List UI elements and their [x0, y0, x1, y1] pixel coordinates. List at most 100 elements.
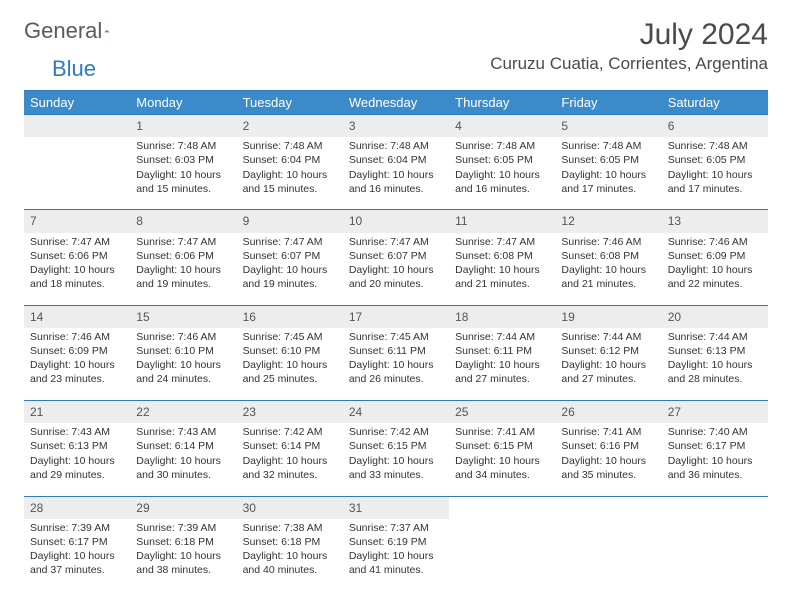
title-block: July 2024 Curuzu Cuatia, Corrientes, Arg…	[490, 18, 768, 74]
day-info-cell: Sunrise: 7:45 AMSunset: 6:10 PMDaylight:…	[237, 328, 343, 397]
sunset-text: Sunset: 6:18 PM	[243, 535, 337, 549]
day-info-cell: Sunrise: 7:47 AMSunset: 6:08 PMDaylight:…	[449, 233, 555, 302]
day-info-cell: Sunrise: 7:46 AMSunset: 6:09 PMDaylight:…	[662, 233, 768, 302]
daylight-text-2: and 36 minutes.	[668, 468, 762, 482]
sunset-text: Sunset: 6:14 PM	[136, 439, 230, 453]
daylight-text-1: Daylight: 10 hours	[455, 358, 549, 372]
day-number-cell	[449, 496, 555, 519]
sunset-text: Sunset: 6:17 PM	[668, 439, 762, 453]
day-info-cell: Sunrise: 7:47 AMSunset: 6:07 PMDaylight:…	[237, 233, 343, 302]
day-info-cell: Sunrise: 7:41 AMSunset: 6:15 PMDaylight:…	[449, 423, 555, 492]
day-info-cell	[662, 519, 768, 588]
day-number-cell: 20	[662, 305, 768, 328]
daylight-text-1: Daylight: 10 hours	[136, 454, 230, 468]
day-info-cell: Sunrise: 7:38 AMSunset: 6:18 PMDaylight:…	[237, 519, 343, 588]
daylight-text-1: Daylight: 10 hours	[243, 549, 337, 563]
sunrise-text: Sunrise: 7:38 AM	[243, 521, 337, 535]
daylight-text-2: and 23 minutes.	[30, 372, 124, 386]
day-info-cell	[555, 519, 661, 588]
sunrise-text: Sunrise: 7:43 AM	[30, 425, 124, 439]
sunset-text: Sunset: 6:12 PM	[561, 344, 655, 358]
daylight-text-2: and 37 minutes.	[30, 563, 124, 577]
daylight-text-1: Daylight: 10 hours	[243, 454, 337, 468]
daylight-text-1: Daylight: 10 hours	[455, 454, 549, 468]
daylight-text-2: and 30 minutes.	[136, 468, 230, 482]
daylight-text-1: Daylight: 10 hours	[561, 358, 655, 372]
daylight-text-1: Daylight: 10 hours	[349, 454, 443, 468]
daylight-text-2: and 17 minutes.	[668, 182, 762, 196]
sunrise-text: Sunrise: 7:39 AM	[30, 521, 124, 535]
day-number-cell: 3	[343, 115, 449, 138]
day-info-cell: Sunrise: 7:47 AMSunset: 6:06 PMDaylight:…	[24, 233, 130, 302]
sunrise-text: Sunrise: 7:44 AM	[455, 330, 549, 344]
day-number-cell: 12	[555, 210, 661, 233]
daylight-text-2: and 18 minutes.	[30, 277, 124, 291]
sunset-text: Sunset: 6:06 PM	[136, 249, 230, 263]
sunset-text: Sunset: 6:19 PM	[349, 535, 443, 549]
daylight-text-2: and 41 minutes.	[349, 563, 443, 577]
day-info-cell: Sunrise: 7:37 AMSunset: 6:19 PMDaylight:…	[343, 519, 449, 588]
sunrise-text: Sunrise: 7:48 AM	[136, 139, 230, 153]
sunset-text: Sunset: 6:07 PM	[349, 249, 443, 263]
sunset-text: Sunset: 6:08 PM	[561, 249, 655, 263]
sunset-text: Sunset: 6:04 PM	[243, 153, 337, 167]
sunrise-text: Sunrise: 7:45 AM	[243, 330, 337, 344]
day-info-cell: Sunrise: 7:48 AMSunset: 6:03 PMDaylight:…	[130, 137, 236, 206]
day-number-cell: 25	[449, 401, 555, 424]
day-number-cell: 5	[555, 115, 661, 138]
daylight-text-2: and 27 minutes.	[561, 372, 655, 386]
sunset-text: Sunset: 6:03 PM	[136, 153, 230, 167]
calendar-table: Sunday Monday Tuesday Wednesday Thursday…	[24, 90, 768, 587]
day-number-cell: 15	[130, 305, 236, 328]
day-info-row: Sunrise: 7:47 AMSunset: 6:06 PMDaylight:…	[24, 233, 768, 302]
daylight-text-2: and 16 minutes.	[455, 182, 549, 196]
daylight-text-1: Daylight: 10 hours	[349, 263, 443, 277]
daylight-text-2: and 32 minutes.	[243, 468, 337, 482]
daylight-text-2: and 20 minutes.	[349, 277, 443, 291]
daylight-text-2: and 40 minutes.	[243, 563, 337, 577]
day-info-cell: Sunrise: 7:48 AMSunset: 6:05 PMDaylight:…	[449, 137, 555, 206]
sunrise-text: Sunrise: 7:46 AM	[30, 330, 124, 344]
day-info-cell	[449, 519, 555, 588]
day-info-row: Sunrise: 7:46 AMSunset: 6:09 PMDaylight:…	[24, 328, 768, 397]
day-number-cell	[662, 496, 768, 519]
logo-text-general: General	[24, 18, 102, 44]
sunset-text: Sunset: 6:05 PM	[561, 153, 655, 167]
day-number-row: 14151617181920	[24, 305, 768, 328]
daylight-text-2: and 17 minutes.	[561, 182, 655, 196]
sunset-text: Sunset: 6:08 PM	[455, 249, 549, 263]
sunrise-text: Sunrise: 7:48 AM	[561, 139, 655, 153]
day-number-row: 123456	[24, 115, 768, 138]
sunrise-text: Sunrise: 7:46 AM	[668, 235, 762, 249]
sunset-text: Sunset: 6:15 PM	[349, 439, 443, 453]
weekday-header: Saturday	[662, 91, 768, 115]
daylight-text-2: and 16 minutes.	[349, 182, 443, 196]
sunrise-text: Sunrise: 7:44 AM	[668, 330, 762, 344]
day-number-cell: 31	[343, 496, 449, 519]
sunrise-text: Sunrise: 7:45 AM	[349, 330, 443, 344]
day-info-cell: Sunrise: 7:48 AMSunset: 6:04 PMDaylight:…	[237, 137, 343, 206]
daylight-text-1: Daylight: 10 hours	[668, 263, 762, 277]
day-info-cell: Sunrise: 7:48 AMSunset: 6:05 PMDaylight:…	[555, 137, 661, 206]
day-number-row: 28293031	[24, 496, 768, 519]
day-number-cell: 13	[662, 210, 768, 233]
daylight-text-1: Daylight: 10 hours	[561, 454, 655, 468]
daylight-text-1: Daylight: 10 hours	[455, 263, 549, 277]
daylight-text-2: and 25 minutes.	[243, 372, 337, 386]
logo-text-blue: Blue	[52, 56, 96, 82]
day-info-row: Sunrise: 7:48 AMSunset: 6:03 PMDaylight:…	[24, 137, 768, 206]
sunset-text: Sunset: 6:10 PM	[136, 344, 230, 358]
weekday-header-row: Sunday Monday Tuesday Wednesday Thursday…	[24, 91, 768, 115]
sunset-text: Sunset: 6:16 PM	[561, 439, 655, 453]
sunrise-text: Sunrise: 7:42 AM	[349, 425, 443, 439]
daylight-text-2: and 19 minutes.	[243, 277, 337, 291]
month-title: July 2024	[490, 18, 768, 52]
daylight-text-1: Daylight: 10 hours	[668, 358, 762, 372]
sunset-text: Sunset: 6:09 PM	[668, 249, 762, 263]
sunset-text: Sunset: 6:05 PM	[668, 153, 762, 167]
day-number-cell: 10	[343, 210, 449, 233]
weekday-header: Monday	[130, 91, 236, 115]
daylight-text-1: Daylight: 10 hours	[349, 168, 443, 182]
day-number-cell: 18	[449, 305, 555, 328]
daylight-text-1: Daylight: 10 hours	[243, 168, 337, 182]
